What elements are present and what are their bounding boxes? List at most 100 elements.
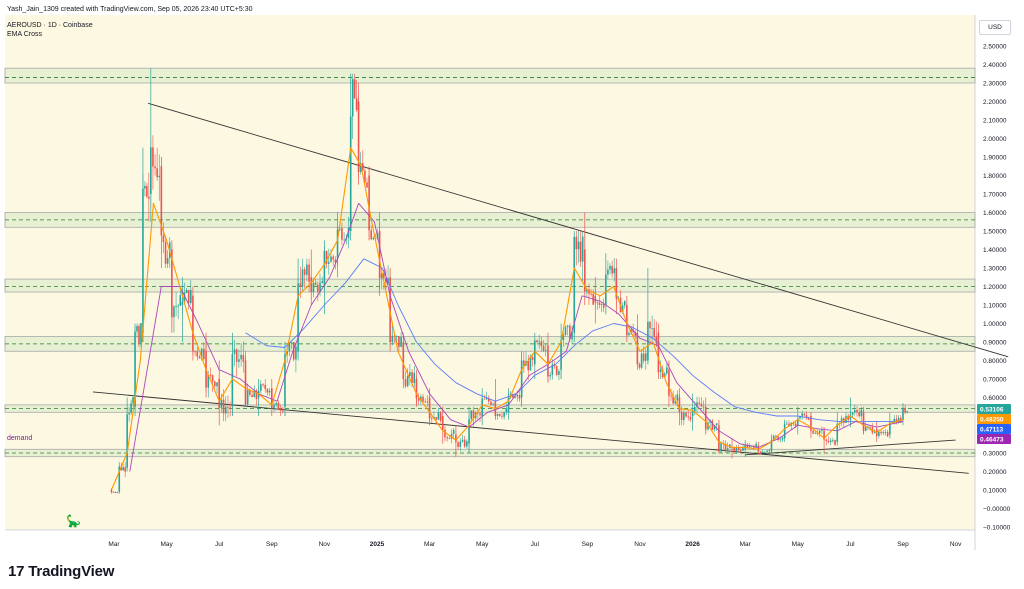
y-tick-label: 1.60000 [983,210,1007,217]
candle-body [279,409,282,411]
candle-body [821,430,823,431]
x-tick-label: Nov [634,541,646,548]
candle-body [321,281,324,283]
candle-body [529,356,532,371]
candle-body [306,264,308,275]
candle-body [185,289,188,293]
candle-body [672,395,674,404]
y-tick-label: 1.80000 [983,173,1007,180]
candle-body [555,366,558,375]
candle-body [459,441,462,447]
candle-body [286,351,288,355]
candle-body [301,269,304,287]
y-tick-label: 1.90000 [983,155,1007,162]
candle-body [422,396,424,402]
candle-body [452,430,455,434]
tradingview-logo-icon: 17 [8,563,25,580]
candle-body [222,399,225,414]
x-tick-label: Sep [582,541,594,548]
candle-body [116,491,119,493]
brand-name: TradingView [28,563,115,580]
candle-body [544,350,547,352]
candle-body [487,398,490,402]
candle-body [882,432,885,434]
ema-fast-line [110,147,904,491]
y-tick-label: 0.80000 [983,358,1007,365]
candle-body [700,403,703,407]
candle-body [698,402,700,404]
candle-body [162,235,165,243]
candle-body [177,305,179,307]
candle-body [242,354,245,362]
candle-body [264,384,267,390]
candle-body [825,439,828,441]
candle-body [651,328,653,329]
y-tick-label: 2.30000 [983,81,1007,88]
candle-body [807,418,810,420]
x-tick-label: Sep [897,541,909,548]
candle-body [518,395,521,399]
candle-body [457,442,459,447]
candle-body [659,369,662,372]
candle-body [812,430,814,434]
candle-body [713,425,716,430]
candle-body [516,395,519,397]
candle-body [794,423,797,427]
candle-body [417,398,420,401]
candle-body [590,293,592,295]
candle-body [638,364,641,368]
candle-body [179,295,182,306]
candle-body [856,410,858,413]
symbol-line: AEROUSD · 1D · Coinbase [7,22,93,29]
candle-body [611,265,613,274]
x-tick-label: Nov [950,541,962,548]
candle-body [196,351,199,357]
last-value-label-1: 0.48250 [980,417,1004,424]
candle-body [864,426,867,431]
candle-body [663,373,666,378]
candle-body [290,342,293,344]
last-value-badge-2 [977,424,1011,434]
last-value-label-2: 0.47113 [980,427,1004,434]
candle-body [505,408,508,413]
candle-body [514,396,516,398]
candle-body [249,390,251,395]
candle-body [327,261,330,264]
last-value-badge-0 [977,404,1011,414]
trendline-0 [148,102,1009,358]
candle-body [461,439,464,442]
candle-body [869,426,871,428]
candle-body [805,415,808,419]
candle-body [266,389,269,393]
candle-body [755,443,757,448]
candle-body [742,446,744,451]
candle-body [398,336,400,347]
trendline-2 [745,439,956,456]
candle-body [724,443,727,450]
candle-body [413,372,416,384]
currency-button[interactable]: USD [979,20,1011,35]
candle-body [477,412,479,414]
candle-body [370,230,373,240]
candle-body [598,302,601,305]
candle-body [308,264,310,282]
dino-icon: 🦕 [66,514,81,528]
candle-body [130,403,132,413]
candle-body [288,343,291,352]
candle-body [772,435,775,441]
y-tick-label: −0.10000 [983,525,1011,532]
ema-mid-line [129,202,904,472]
candle-body [906,411,909,413]
candle-body [649,321,651,329]
candle-body [158,175,161,178]
candle-body [577,241,580,250]
candle-body [246,390,249,405]
candle-body [472,410,475,419]
candle-body [498,414,501,416]
candle-body [788,423,790,426]
candle-body [834,440,836,445]
candle-body [325,250,328,264]
candle-body [801,413,803,417]
candle-body [400,336,402,347]
